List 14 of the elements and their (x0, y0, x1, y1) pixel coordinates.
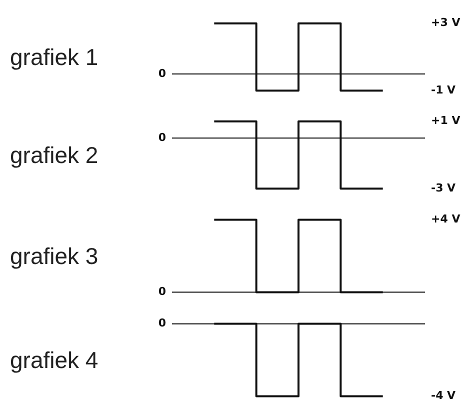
text: 0 (158, 285, 166, 298)
text: -1 V (431, 83, 456, 96)
text: -4 V (431, 389, 456, 402)
text: grafiek 1 (9, 44, 100, 70)
text: +3 V (431, 16, 461, 30)
text: 0 (158, 130, 166, 144)
text: 0 (158, 66, 166, 80)
text: 0 (158, 316, 166, 330)
text: grafiek 2 (9, 142, 100, 168)
text: +1 V (431, 114, 461, 128)
text: +4 V (431, 212, 461, 226)
text: grafiek 4 (9, 346, 100, 374)
text: grafiek 3 (9, 242, 100, 270)
text: -3 V (431, 181, 456, 194)
